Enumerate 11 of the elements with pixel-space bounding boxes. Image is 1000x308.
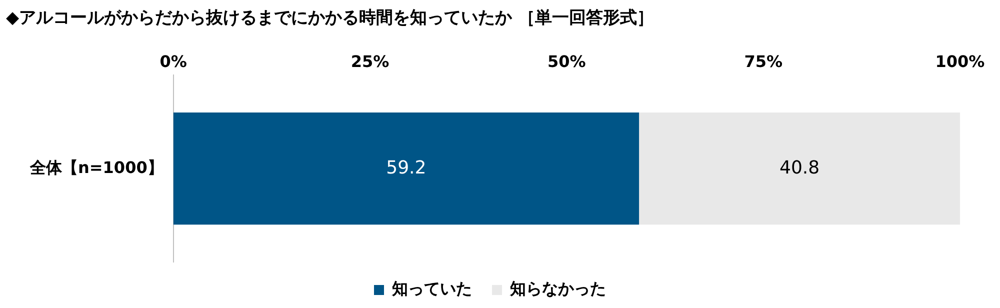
x-tick-label: 100% [935, 52, 985, 71]
x-tick-label: 50% [548, 52, 586, 71]
y-tick-label: 全体【n=1000】 [29, 158, 164, 177]
x-tick-label: 0% [160, 52, 187, 71]
data-label: 40.8 [779, 157, 820, 178]
data-label: 59.2 [386, 157, 426, 178]
chart-title: ◆アルコールがからだから抜けるまでにかかる時間を知っていたか ［単一回答形式］ [6, 7, 654, 29]
x-tick-label: 25% [350, 52, 390, 71]
x-tick-label: 75% [744, 52, 782, 71]
legend-label: 知らなかった [509, 279, 606, 298]
legend-label: 知っていた [391, 279, 472, 298]
